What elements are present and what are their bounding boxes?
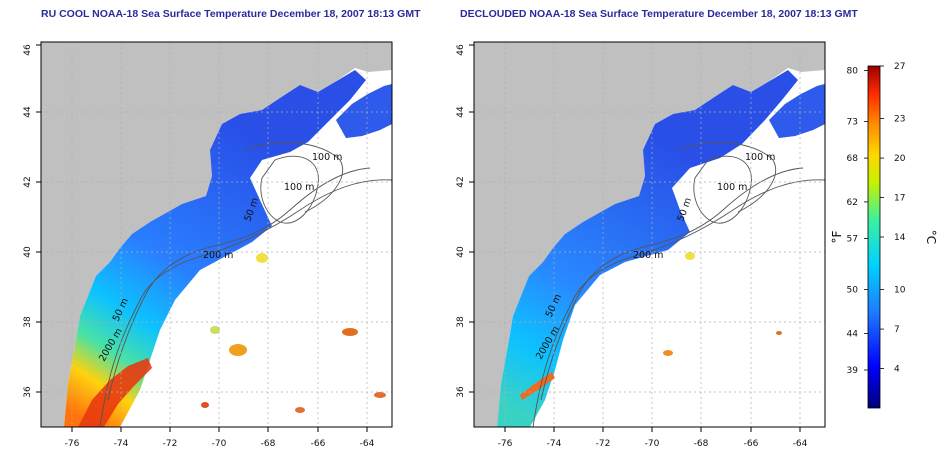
c-tick-label: 20 [894, 154, 906, 164]
colorbar-ticks [864, 65, 884, 371]
celsius-axis-label: °C [924, 230, 938, 244]
f-tick-label: 80 [847, 66, 859, 76]
x-tick-label: -70 [212, 439, 227, 449]
land-mass [41, 42, 392, 427]
contour-label-200m: 200 m [633, 250, 663, 261]
x-tick-label: -76 [498, 439, 513, 449]
left-sst-map: 100 m 100 m 50 m 200 m 50 m 2000 m -76 -… [23, 41, 393, 449]
x-axis: -76 -74 -72 -70 -68 -66 -64 [498, 427, 808, 449]
f-tick-label: 39 [847, 366, 859, 376]
graticule [41, 42, 392, 427]
y-tick-label: 38 [23, 316, 33, 328]
f-tick-label: 73 [847, 118, 858, 128]
x-tick-label: -76 [65, 439, 80, 449]
x-tick-label: -74 [547, 439, 562, 449]
graticule [474, 42, 825, 427]
sst-pixels [497, 70, 798, 427]
c-tick-label: 17 [894, 194, 905, 204]
f-tick-label: 50 [847, 286, 859, 296]
x-tick-label: -64 [360, 439, 375, 449]
c-tick-label: 4 [894, 365, 900, 375]
left-map-title: RU COOL NOAA-18 Sea Surface Temperature … [41, 8, 421, 20]
y-tick-label: 36 [23, 386, 33, 398]
contour-lines [532, 142, 825, 427]
y-tick-label: 46 [23, 44, 33, 56]
y-tick-label: 38 [456, 316, 466, 328]
sst-pixels [64, 70, 366, 427]
x-tick-label: -72 [596, 439, 611, 449]
x-tick-label: -64 [793, 439, 808, 449]
plot-frame [473, 41, 826, 428]
x-tick-label: -68 [261, 439, 276, 449]
gulf-stream [78, 358, 152, 427]
contour-label-100m-a: 100 m [312, 152, 342, 163]
offshore-warm-patches [663, 252, 782, 356]
y-tick-label: 42 [456, 176, 466, 187]
right-map-title: DECLOUDED NOAA-18 Sea Surface Temperatur… [460, 8, 858, 20]
colorbar-gradient [867, 65, 881, 409]
f-tick-label: 62 [847, 198, 858, 208]
offshore-warm-patches [201, 253, 386, 413]
x-axis: -76 -74 -72 -70 -68 -66 -64 [65, 427, 375, 449]
contour-label-100m-a: 100 m [745, 152, 775, 163]
y-tick-label: 44 [23, 106, 33, 118]
y-tick-label: 40 [456, 246, 466, 258]
contour-label-50m-a: 50 m [675, 196, 694, 223]
f-tick-label: 44 [847, 329, 859, 339]
celsius-tick-labels: 27 23 20 17 14 10 7 4 [894, 62, 906, 375]
x-tick-label: -66 [744, 439, 759, 449]
y-tick-label: 44 [456, 106, 466, 118]
x-tick-label: -72 [163, 439, 178, 449]
c-tick-label: 10 [894, 286, 906, 296]
y-axis: 36 38 40 42 44 46 [23, 44, 41, 398]
contour-label-100m-b: 100 m [717, 182, 747, 193]
y-tick-label: 46 [456, 44, 466, 56]
plot-frame [40, 41, 393, 428]
y-tick-label: 42 [23, 176, 33, 187]
f-tick-label: 68 [847, 154, 859, 164]
x-tick-label: -66 [311, 439, 326, 449]
y-axis: 36 38 40 42 44 46 [456, 44, 474, 398]
fahrenheit-tick-labels: 80 73 68 62 57 50 44 39 [847, 66, 859, 376]
fahrenheit-axis-label: °F [830, 230, 844, 243]
x-tick-label: -68 [694, 439, 709, 449]
c-tick-label: 23 [894, 115, 905, 125]
right-sst-map: 100 m 100 m 50 m 200 m 50 m 2000 m -76 -… [456, 41, 826, 449]
c-tick-label: 27 [894, 62, 905, 72]
sst-pixels-east [769, 84, 825, 138]
contour-label-100m-b: 100 m [284, 182, 314, 193]
c-tick-label: 7 [894, 325, 900, 335]
f-tick-label: 57 [847, 234, 858, 244]
c-tick-label: 14 [894, 233, 906, 243]
y-tick-label: 36 [456, 386, 466, 398]
sst-pixels-east [336, 84, 392, 138]
y-tick-label: 40 [23, 246, 33, 258]
contour-lines [99, 142, 392, 427]
x-tick-label: -74 [114, 439, 129, 449]
x-tick-label: -70 [645, 439, 660, 449]
contour-label-200m: 200 m [203, 250, 233, 261]
temperature-colorbar: 80 73 68 62 57 50 44 39 27 23 20 17 14 1… [830, 62, 938, 409]
land-mass [474, 42, 825, 427]
